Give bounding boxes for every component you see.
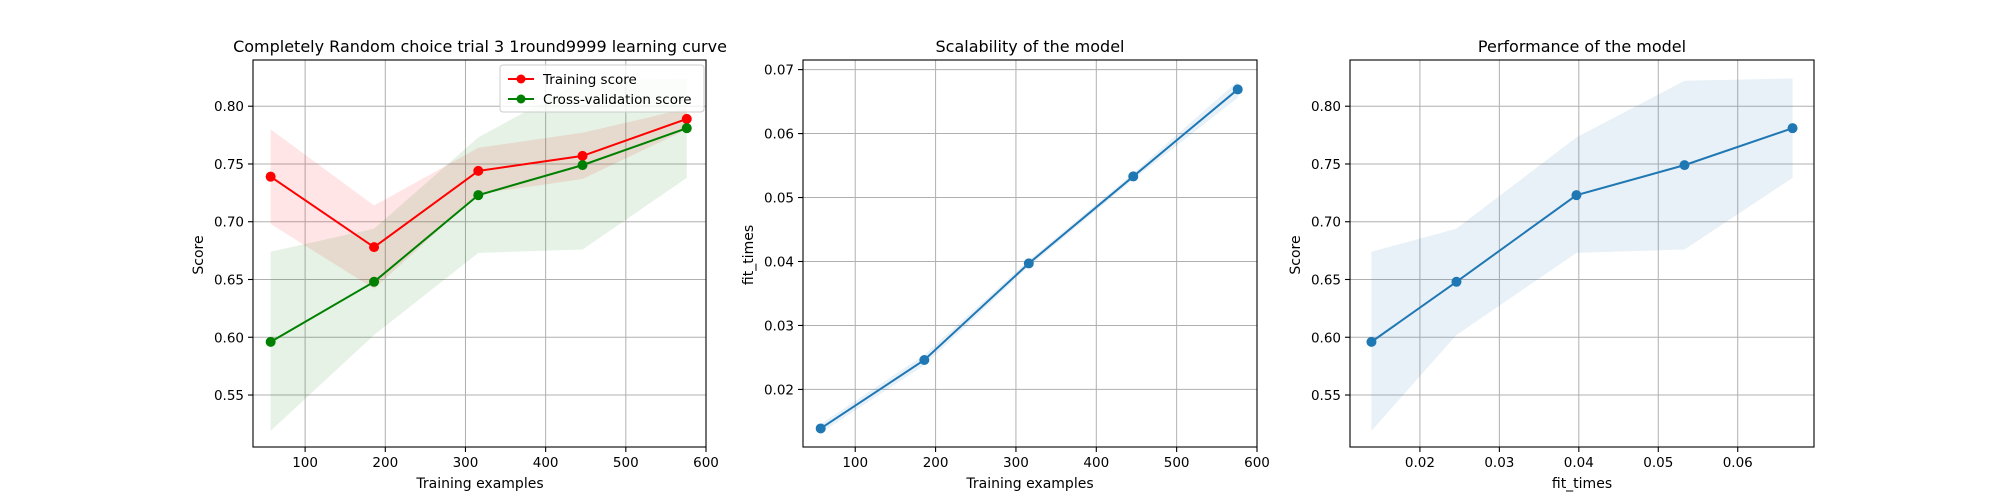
data-point (265, 336, 276, 347)
y-axis-label: Score (1288, 235, 1304, 274)
legend-training-label: Training score (542, 72, 637, 88)
y-tick-label: 0.70 (214, 215, 244, 231)
performance-panel: 0.02 0.03 0.04 0.05 0.06 0.55 0.60 0.65 0.70 0.75… (1288, 37, 1815, 492)
x-axis-label: Training examples (965, 476, 1093, 492)
x-tick-label: 0.06 (1723, 455, 1753, 471)
x-tick-label: 0.04 (1564, 455, 1594, 471)
data-point (1451, 276, 1462, 287)
data-point (1787, 123, 1798, 134)
y-tick-label: 0.80 (214, 99, 244, 115)
legend: Training score Cross-validation score (499, 64, 705, 113)
y-axis-label: fit_times (741, 225, 757, 285)
chart-title: Scalability of the model (936, 37, 1125, 56)
x-tick-label: 500 (1164, 455, 1190, 471)
y-tick-label: 0.70 (1311, 215, 1341, 231)
data-point (1232, 84, 1243, 95)
y-tick-label: 0.05 (764, 191, 794, 207)
plot-area: 100 200 300 400 500 600 0.02 0.03 0.04 0.05 0.06 0.… (764, 59, 1270, 471)
legend-box (499, 64, 705, 113)
y-tick-label: 0.60 (214, 330, 244, 346)
chart-title: Performance of the model (1478, 37, 1686, 56)
data-point (473, 165, 484, 176)
x-tick-label: 500 (613, 455, 639, 471)
legend-cv-label: Cross-validation score (543, 92, 692, 108)
y-tick-label: 0.60 (1311, 330, 1341, 346)
x-tick-label: 100 (842, 455, 868, 471)
y-tick-label: 0.75 (214, 157, 244, 173)
axes-frame (1349, 59, 1815, 448)
x-axis-label: Training examples (415, 476, 543, 492)
x-tick-label: 400 (1083, 455, 1109, 471)
axes-frame (252, 59, 707, 448)
data-point (369, 242, 380, 253)
y-tick-label: 0.06 (764, 127, 794, 143)
y-tick-label: 0.65 (214, 272, 244, 288)
plot-area: 0.02 0.03 0.04 0.05 0.06 0.55 0.60 0.65 0.70 0.75… (1311, 59, 1815, 471)
data-point (265, 171, 276, 182)
data-point (815, 423, 826, 434)
data-point (681, 123, 692, 134)
x-tick-label: 0.03 (1484, 455, 1514, 471)
y-tick-label: 0.75 (1311, 157, 1341, 173)
data-point (681, 113, 692, 124)
x-tick-label: 0.02 (1405, 455, 1435, 471)
y-tick-label: 0.04 (764, 254, 794, 270)
legend-cv-marker (516, 94, 526, 104)
chart-title: Completely Random choice trial 3 1round9… (233, 37, 727, 56)
x-tick-label: 100 (292, 455, 318, 471)
data-point (919, 355, 930, 366)
x-tick-label: 200 (372, 455, 398, 471)
x-tick-label: 600 (693, 455, 719, 471)
y-tick-label: 0.55 (214, 388, 244, 404)
x-tick-label: 200 (923, 455, 949, 471)
data-point (1366, 336, 1377, 347)
data-point (577, 160, 588, 171)
data-point (1571, 190, 1582, 201)
axes-frame (802, 59, 1258, 448)
x-tick-label: 300 (1003, 455, 1029, 471)
data-point (1023, 258, 1034, 269)
y-tick-label: 0.55 (1311, 388, 1341, 404)
x-axis-label: fit_times (1552, 476, 1612, 492)
y-tick-label: 0.07 (764, 63, 794, 79)
learning-curve-panel: 100 200 300 400 500 600 0.55 0.60 0.65 0.70 0.75 0.… (191, 37, 727, 492)
y-tick-label: 0.03 (764, 318, 794, 334)
y-tick-label: 0.80 (1311, 99, 1341, 115)
y-axis-label: Score (191, 235, 207, 274)
legend-training-marker (516, 74, 526, 84)
confidence-band-series-0 (820, 81, 1238, 433)
data-point (577, 150, 588, 161)
plot-area: 100 200 300 400 500 600 0.55 0.60 0.65 0.70 0.75 0.… (214, 59, 719, 471)
data-point (473, 190, 484, 201)
x-tick-label: 400 (533, 455, 559, 471)
x-tick-label: 0.05 (1643, 455, 1673, 471)
y-tick-label: 0.02 (764, 382, 794, 398)
scalability-panel: 100 200 300 400 500 600 0.02 0.03 0.04 0.05 0.06 0.… (741, 37, 1270, 492)
data-point (1128, 171, 1139, 182)
data-point (369, 276, 380, 287)
x-tick-label: 300 (453, 455, 479, 471)
y-tick-label: 0.65 (1311, 272, 1341, 288)
x-tick-label: 600 (1244, 455, 1270, 471)
data-point (1679, 160, 1690, 171)
